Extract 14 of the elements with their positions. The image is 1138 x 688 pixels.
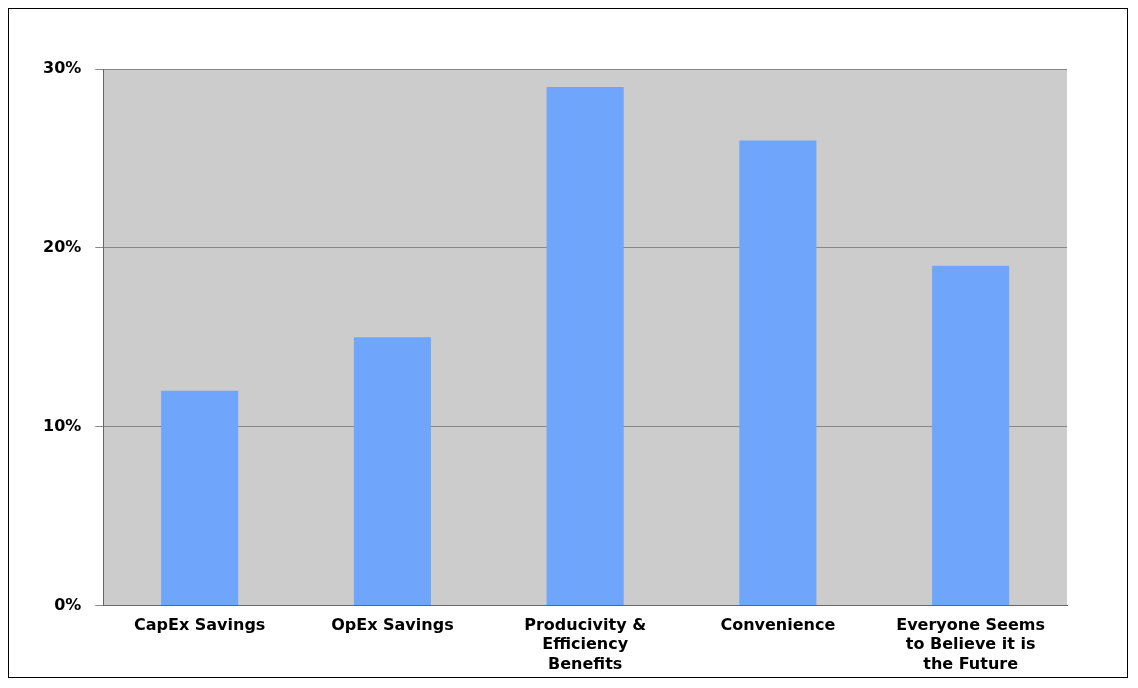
y-tick-label: 0% [54,594,82,614]
x-tick-label: Everyone Seems to Believe it is the Future [896,615,1046,673]
bar [161,390,239,605]
bar [739,140,817,605]
x-tick-label: OpEx Savings [331,615,454,635]
y-tick-label: 30% [43,58,82,78]
bar [932,265,1010,605]
x-tick-label: Convenience [720,615,836,635]
y-tick-label: 20% [43,236,82,256]
x-tick-label: Producivity & Efficiency Benefits [524,615,647,673]
x-tick-label: CapEx Savings [133,615,266,635]
y-tick-label: 10% [43,415,82,435]
bar [353,337,431,605]
bar [546,86,624,605]
